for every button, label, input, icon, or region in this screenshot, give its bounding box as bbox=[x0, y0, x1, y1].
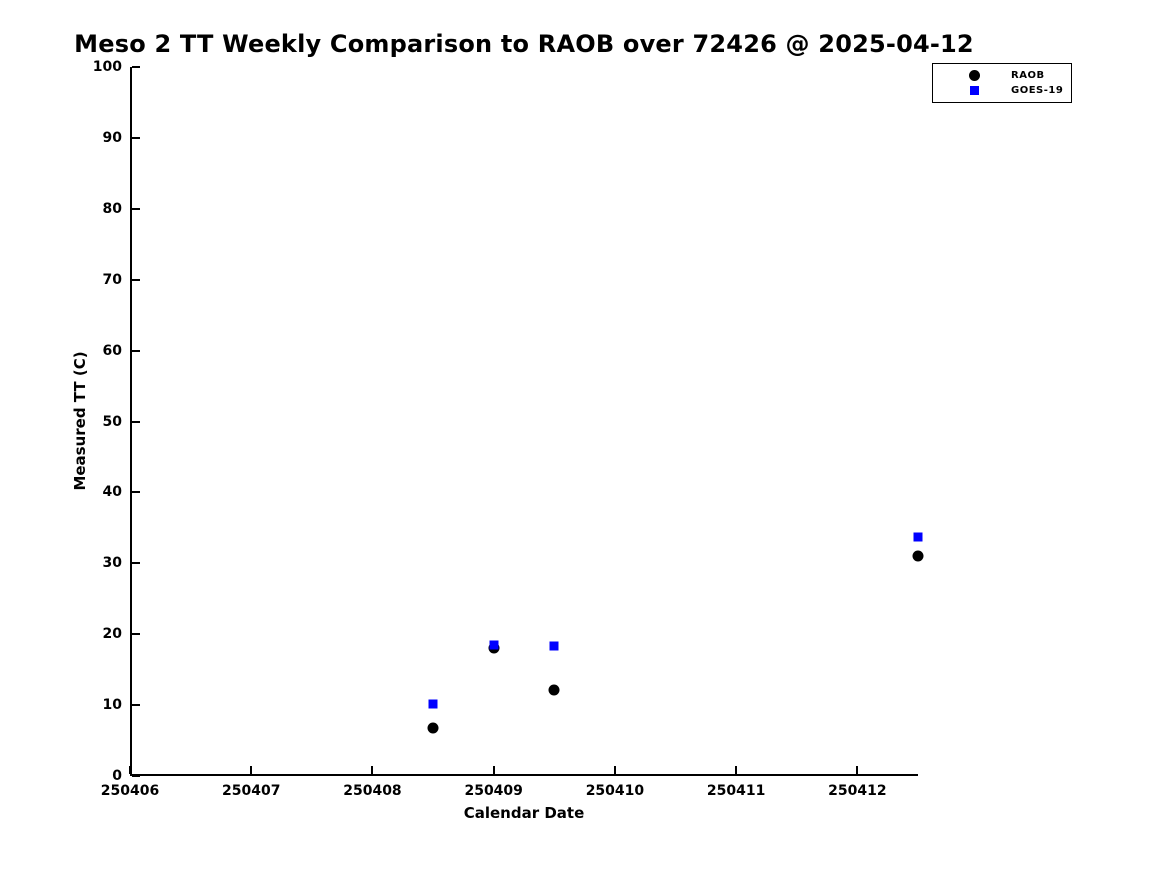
y-tick-90 bbox=[132, 136, 140, 139]
data-point-goes-19 bbox=[549, 641, 559, 651]
y-tick-label-70: 70 bbox=[102, 271, 122, 288]
goes-19-legend-swatch bbox=[969, 86, 979, 95]
y-tick-100 bbox=[132, 66, 140, 68]
x-tick-label-250411: 250411 bbox=[706, 783, 766, 799]
y-tick-50 bbox=[132, 420, 140, 423]
y-tick-label-10: 10 bbox=[102, 697, 122, 714]
data-point-raob bbox=[427, 722, 439, 734]
y-tick-30 bbox=[132, 562, 140, 565]
y-axis-spine bbox=[130, 67, 132, 776]
goes-19-marker-icon bbox=[964, 86, 984, 95]
data-point-goes-19 bbox=[913, 532, 923, 542]
y-tick-0 bbox=[132, 775, 140, 777]
x-tick-250406 bbox=[129, 766, 131, 774]
raob-marker-icon bbox=[964, 70, 984, 81]
y-tick-60 bbox=[132, 349, 140, 352]
y-tick-40 bbox=[132, 491, 140, 494]
x-tick-250410 bbox=[613, 766, 616, 774]
x-tick-label-250410: 250410 bbox=[585, 783, 645, 799]
y-tick-label-0: 0 bbox=[112, 768, 122, 784]
x-tick-250411 bbox=[735, 766, 738, 774]
x-tick-label-250406: 250406 bbox=[100, 783, 160, 799]
y-tick-label-90: 90 bbox=[102, 129, 122, 146]
y-tick-label-50: 50 bbox=[102, 413, 122, 430]
legend-row-raob: RAOB bbox=[933, 68, 1071, 83]
y-tick-label-20: 20 bbox=[102, 626, 122, 643]
data-point-raob bbox=[548, 684, 560, 695]
x-tick-250412 bbox=[856, 766, 859, 774]
legend-row-goes-19: GOES-19 bbox=[933, 83, 1071, 98]
y-tick-label-30: 30 bbox=[102, 555, 122, 572]
y-tick-70 bbox=[132, 278, 140, 281]
x-axis-label: Calendar Date bbox=[463, 804, 585, 822]
x-tick-label-250412: 250412 bbox=[828, 783, 887, 799]
legend-label-goes-19: GOES-19 bbox=[1011, 85, 1064, 96]
x-tick-label-250408: 250408 bbox=[343, 783, 402, 799]
x-axis-spine bbox=[130, 774, 918, 776]
x-tick-250407 bbox=[250, 766, 253, 774]
x-tick-label-250407: 250407 bbox=[221, 783, 281, 799]
legend: RAOB GOES-19 bbox=[932, 63, 1072, 103]
plot-area bbox=[129, 66, 924, 777]
x-tick-label-250409: 250409 bbox=[464, 783, 523, 799]
chart-title: Meso 2 TT Weekly Comparison to RAOB over… bbox=[74, 30, 974, 58]
x-tick-250408 bbox=[371, 766, 374, 774]
data-point-goes-19 bbox=[428, 699, 438, 709]
x-tick-250409 bbox=[492, 766, 495, 774]
y-tick-label-60: 60 bbox=[102, 342, 122, 359]
data-point-goes-19 bbox=[489, 640, 499, 650]
y-tick-80 bbox=[132, 207, 140, 210]
data-point-raob bbox=[912, 550, 924, 561]
y-tick-20 bbox=[132, 633, 140, 636]
raob-legend-swatch bbox=[968, 70, 980, 81]
y-tick-10 bbox=[132, 704, 140, 707]
y-tick-label-80: 80 bbox=[102, 200, 122, 217]
y-tick-label-40: 40 bbox=[102, 484, 122, 501]
y-tick-label-100: 100 bbox=[92, 59, 122, 75]
legend-label-raob: RAOB bbox=[1011, 70, 1045, 81]
